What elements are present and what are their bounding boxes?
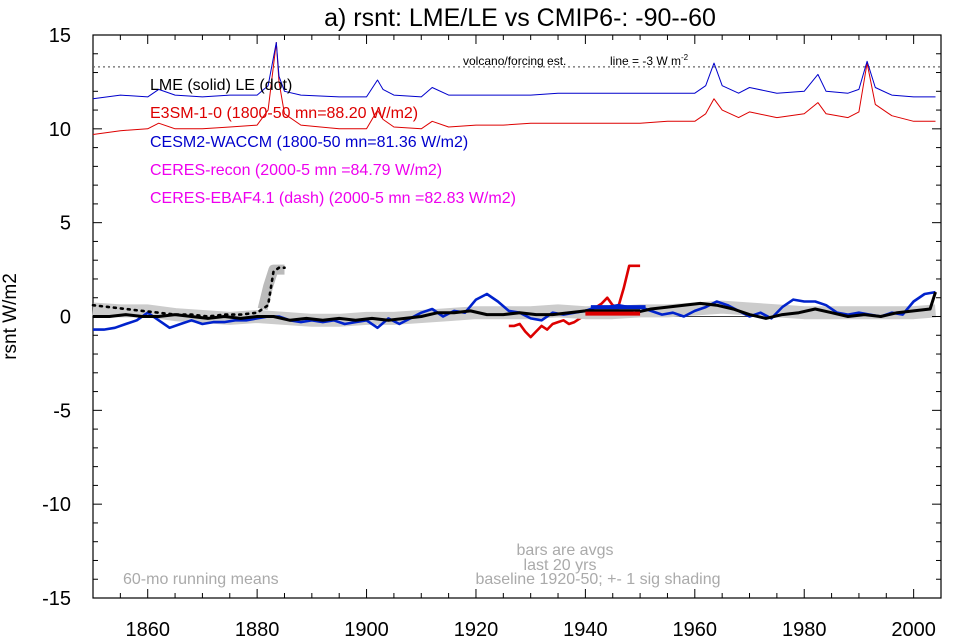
y-tick-label: 0 <box>60 307 71 329</box>
legend-entry-cesm2: CESM2-WACCM (1800-50 mn=81.36 W/m2) <box>150 134 468 151</box>
x-ticks: 1860 1880 1900 1920 1940 1960 1980 2000 <box>92 35 942 641</box>
x-tick-label: 1860 <box>125 619 170 641</box>
y-tick-label: -5 <box>53 400 71 422</box>
legend-entry-ceres-recon: CERES-recon (2000-5 mn =84.79 W/m2) <box>150 162 442 179</box>
series-line-4 <box>257 264 285 311</box>
bars-group <box>585 305 646 316</box>
series-line-2 <box>508 264 641 339</box>
line-note-text: line = -3 W m <box>610 54 681 68</box>
series-line-1 <box>92 42 936 100</box>
legend: LME (solid) LE (dot) E3SM-1-0 (1800-50 m… <box>150 77 516 207</box>
x-tick-label: 2000 <box>891 619 936 641</box>
annotations: volcano/forcing est. line = -3 W m-2 bar… <box>123 53 721 588</box>
baseline-note: baseline 1920-50; +- 1 sig shading <box>475 571 720 588</box>
y-ticks: -15 -10 -5 0 5 10 15 <box>42 25 941 610</box>
x-tick-label: 1980 <box>782 619 827 641</box>
chart-title: a) rsnt: LME/LE vs CMIP6-: -90--60 <box>324 4 716 32</box>
x-tick-label: 1880 <box>235 619 280 641</box>
volcano-note: volcano/forcing est. <box>463 54 566 68</box>
legend-entry-e3sm: E3SM-1-0 (1800-50 mn=88.20 W/m2) <box>150 105 418 122</box>
x-tick-label: 1920 <box>454 619 499 641</box>
series-line-0 <box>92 42 936 135</box>
last-note: last 20 yrs <box>524 557 597 574</box>
y-tick-label: 15 <box>49 25 71 47</box>
y-axis-label: rsnt W/m2 <box>0 273 21 360</box>
series-line-5 <box>93 290 936 331</box>
y-tick-label: -10 <box>42 494 71 516</box>
plot-area: 1860 1880 1900 1920 1940 1960 1980 2000 -15-10-… <box>42 25 942 641</box>
x-tick-label: 1960 <box>673 619 718 641</box>
line-note-sup: -2 <box>681 53 689 62</box>
line-note: line = -3 W m-2 <box>610 53 689 68</box>
series-line-7 <box>93 291 937 322</box>
x-tick-label: 1900 <box>344 619 389 641</box>
x-tick-label: 1940 <box>563 619 608 641</box>
running-note: 60-mo running means <box>123 571 279 588</box>
y-tick-label: -15 <box>42 588 71 610</box>
legend-header: LME (solid) LE (dot) <box>150 77 292 94</box>
y-tick-label: 5 <box>60 213 71 235</box>
y-tick-label: 10 <box>49 119 71 141</box>
bars-note: bars are avgs <box>517 542 614 559</box>
series-group <box>91 42 937 339</box>
legend-entry-ceres-ebaf: CERES-EBAF4.1 (dash) (2000-5 mn =82.83 W… <box>150 190 516 207</box>
